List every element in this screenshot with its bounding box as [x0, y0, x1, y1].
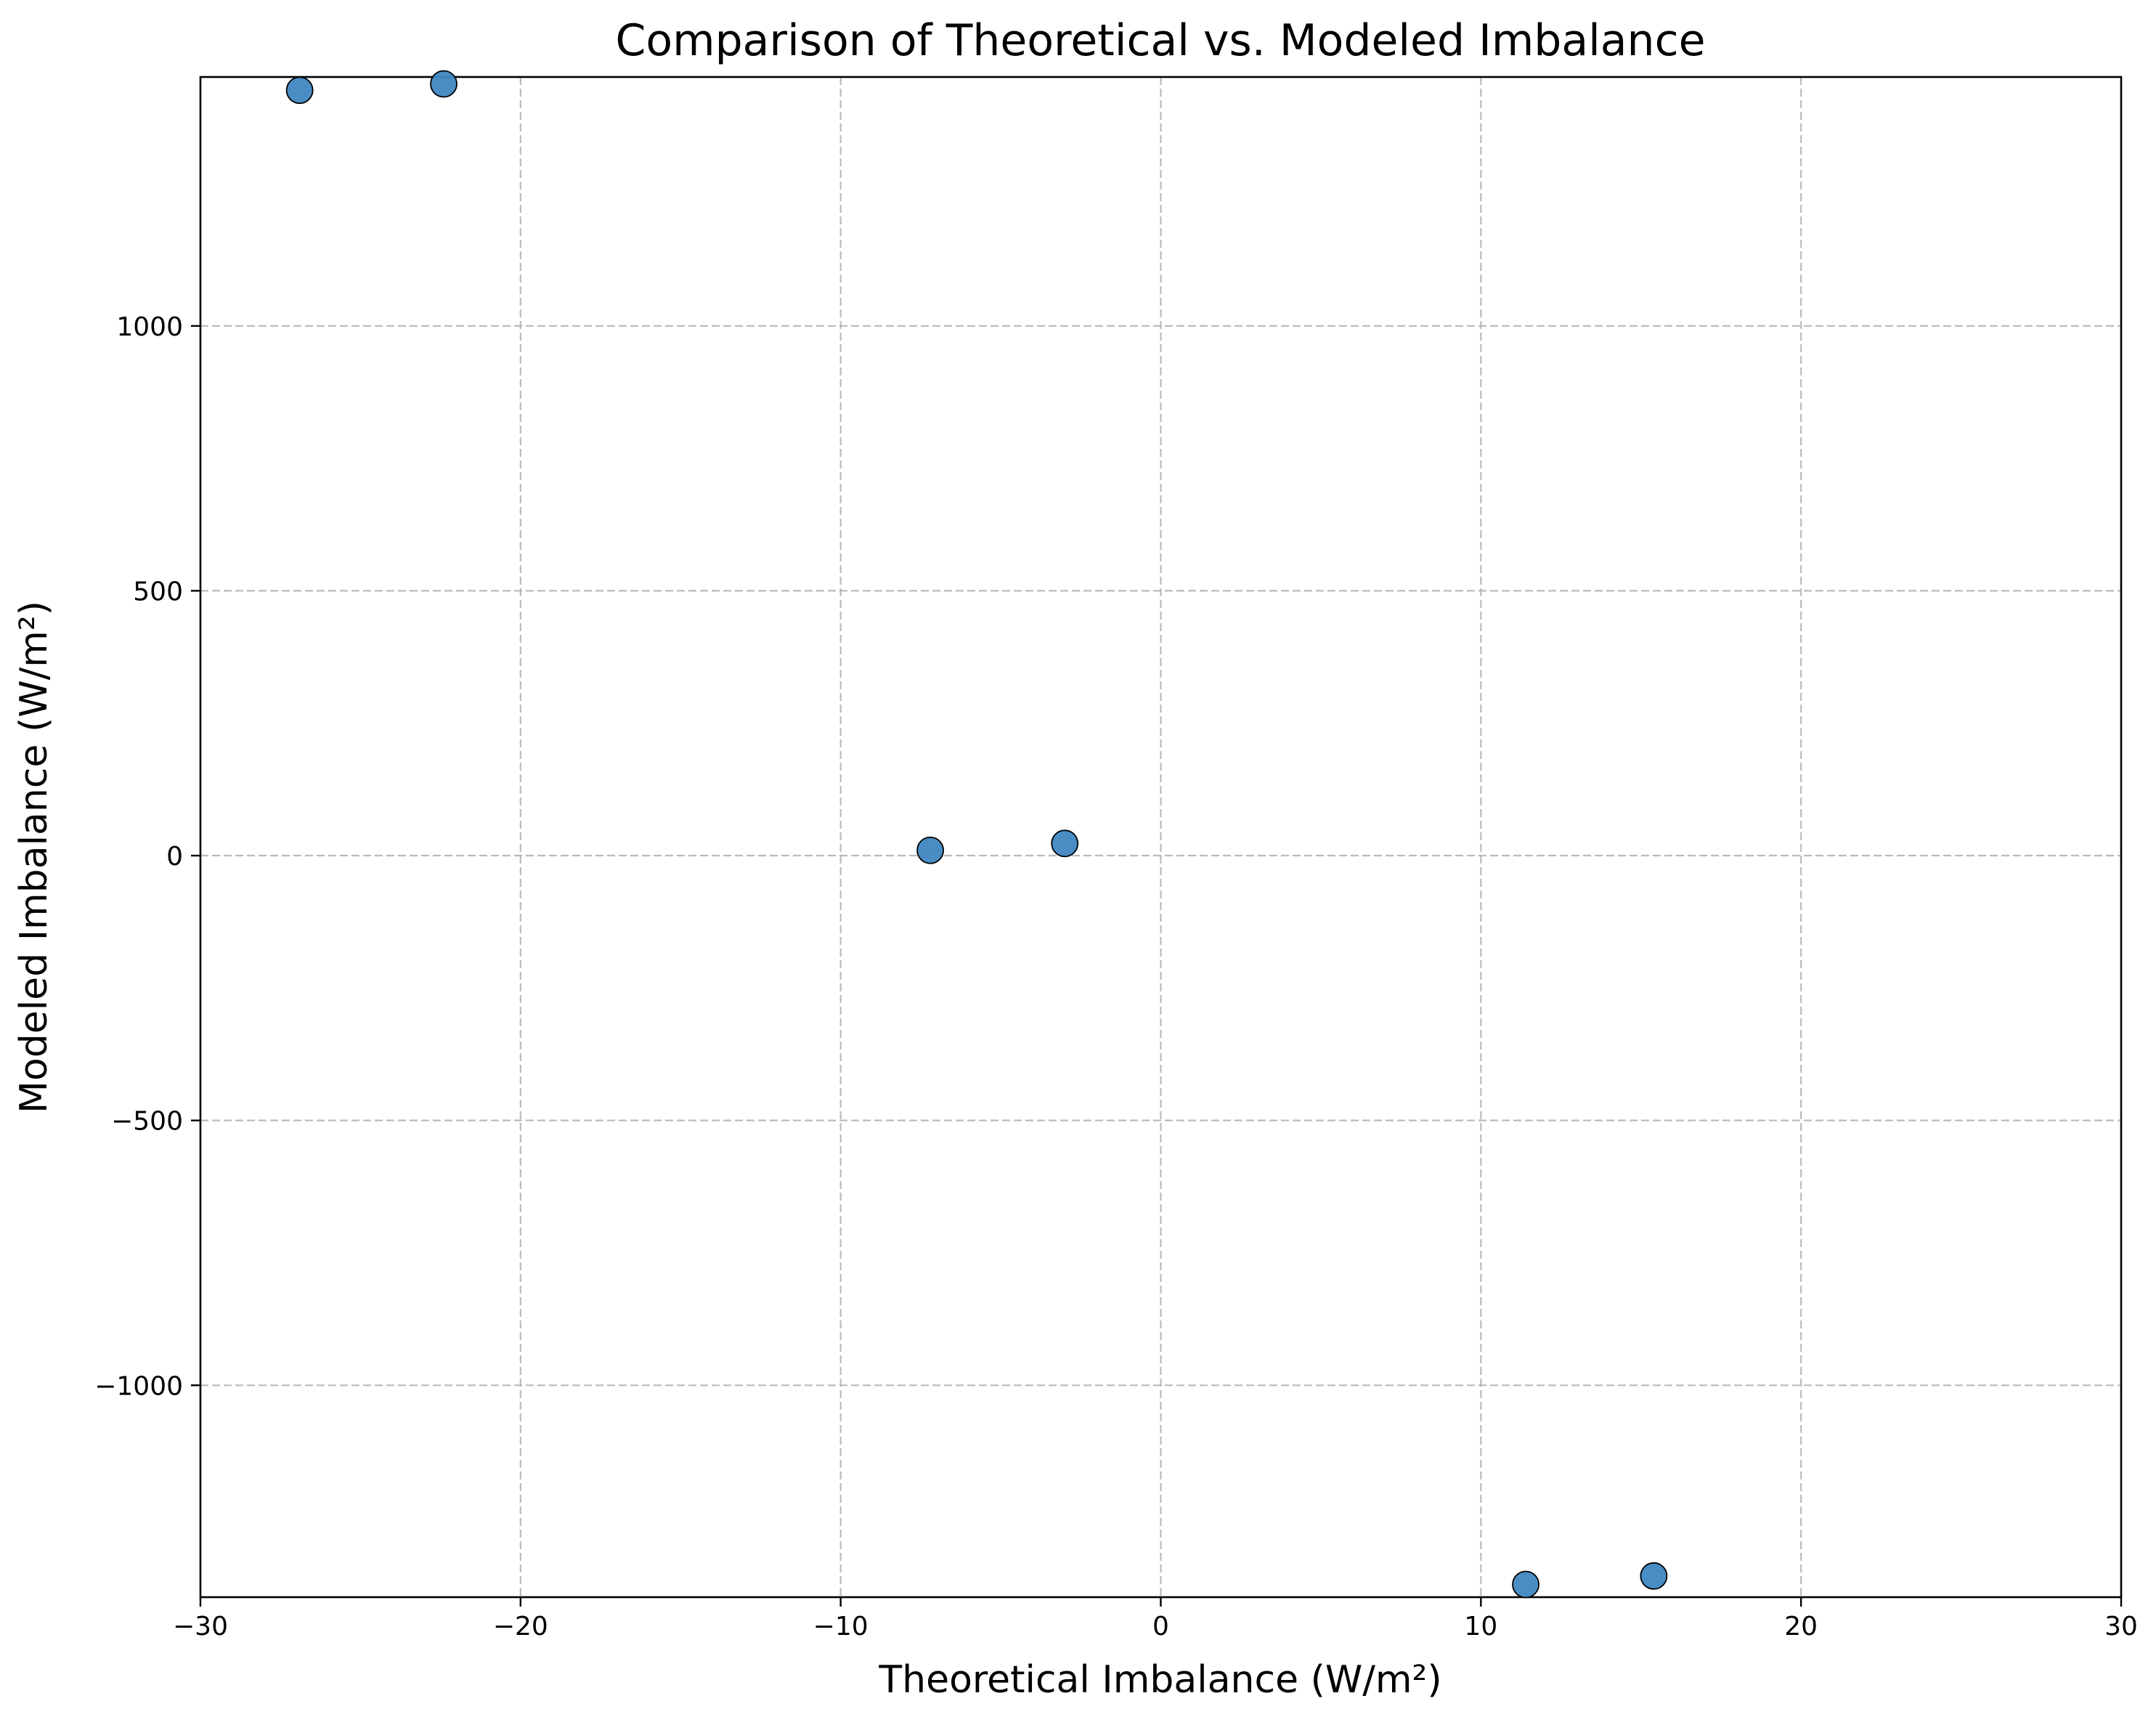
y-tick-label: −500	[111, 1107, 183, 1137]
data-point	[1051, 829, 1079, 858]
y-axis-label: Modeled Imbalance (W/m²)	[12, 601, 56, 1113]
data-point	[1512, 1570, 1539, 1599]
x-axis-label: Theoretical Imbalance (W/m²)	[878, 1658, 1441, 1702]
x-tick-label: 0	[1152, 1612, 1169, 1641]
data-point	[1640, 1562, 1668, 1590]
y-tick-label: −1000	[94, 1371, 183, 1401]
x-tick-label: 10	[1464, 1612, 1497, 1641]
x-tick-label: −20	[493, 1612, 548, 1641]
x-tick-label: 20	[1784, 1612, 1818, 1641]
chart-title: Comparison of Theoretical vs. Modeled Im…	[616, 15, 1706, 66]
y-tick-label: 0	[166, 842, 183, 872]
y-tick-label: 500	[133, 577, 183, 606]
x-tick-label: 30	[2104, 1612, 2138, 1641]
data-points	[285, 70, 1668, 1599]
data-point	[285, 76, 314, 105]
grid-lines	[200, 77, 2121, 1597]
y-tick-label: 1000	[116, 312, 183, 342]
x-tick-label: −10	[813, 1612, 868, 1641]
axis-ticks: −30 −20 −10 0 10 20 30 −1000 −500 0 500 1000	[94, 312, 2138, 1641]
data-point	[916, 836, 944, 864]
x-tick-label: −30	[173, 1612, 228, 1641]
data-point	[430, 70, 457, 98]
